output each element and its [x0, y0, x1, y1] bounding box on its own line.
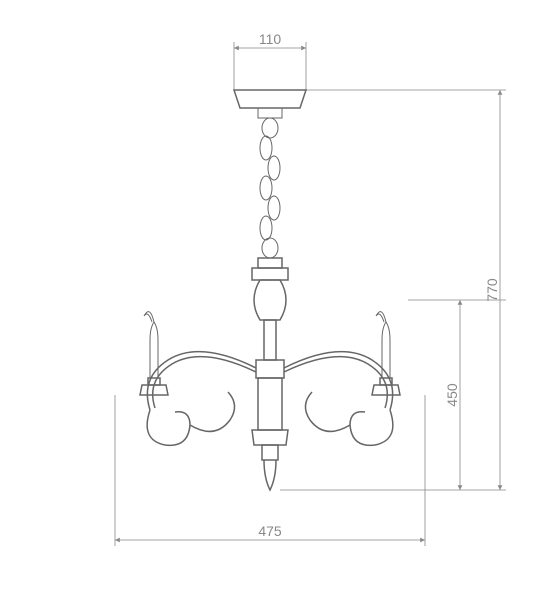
dim-top-label: 110	[259, 31, 282, 47]
dim-total-height-label: 770	[484, 278, 500, 302]
dim-body-height-label: 450	[444, 383, 460, 407]
dimension-bottom: 475	[115, 395, 425, 546]
dimension-drawing: 110 475 770 450	[0, 0, 550, 600]
dimension-top: 110	[234, 31, 306, 90]
dim-bottom-label: 475	[258, 523, 282, 539]
chandelier	[140, 90, 400, 490]
